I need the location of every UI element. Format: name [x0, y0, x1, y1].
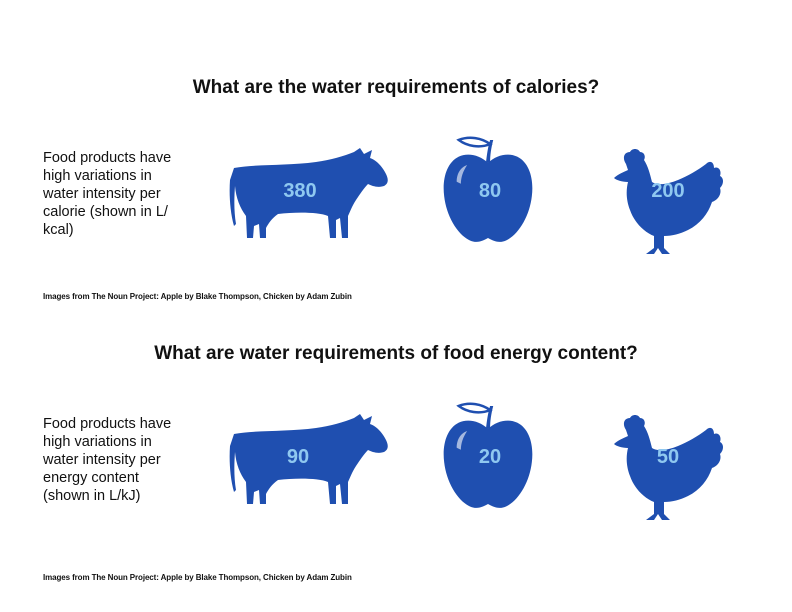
chicken-value: 50: [656, 446, 680, 468]
description-line: Food products have: [43, 150, 172, 166]
image-credit: Images from The Noun Project: Apple by B…: [43, 573, 352, 582]
description-line: water intensity per: [43, 186, 161, 202]
section-description: Food products have high variations in wa…: [43, 415, 213, 505]
image-credit: Images from The Noun Project: Apple by B…: [43, 292, 352, 301]
description-line: kcal): [43, 222, 74, 238]
cow-value: 380: [283, 180, 317, 202]
apple-value: 20: [478, 446, 502, 468]
description-line: energy content: [43, 470, 139, 486]
description-line: high variations in: [43, 168, 152, 184]
apple-value: 80: [478, 180, 502, 202]
chicken-value: 200: [651, 180, 685, 202]
description-line: water intensity per: [43, 452, 161, 468]
description-line: (shown in L/kJ): [43, 488, 141, 504]
section-description: Food products have high variations in wa…: [43, 149, 213, 239]
section-title: What are water requirements of food ener…: [154, 343, 638, 364]
section-title: What are the water requirements of calor…: [192, 77, 600, 98]
description-line: calorie (shown in L/: [43, 204, 168, 220]
description-line: Food products have: [43, 416, 172, 432]
description-line: high variations in: [43, 434, 152, 450]
section-energy: What are water requirements of food ener…: [0, 266, 792, 582]
cow-value: 90: [286, 446, 310, 468]
section-calories: What are the water requirements of calor…: [43, 77, 723, 301]
